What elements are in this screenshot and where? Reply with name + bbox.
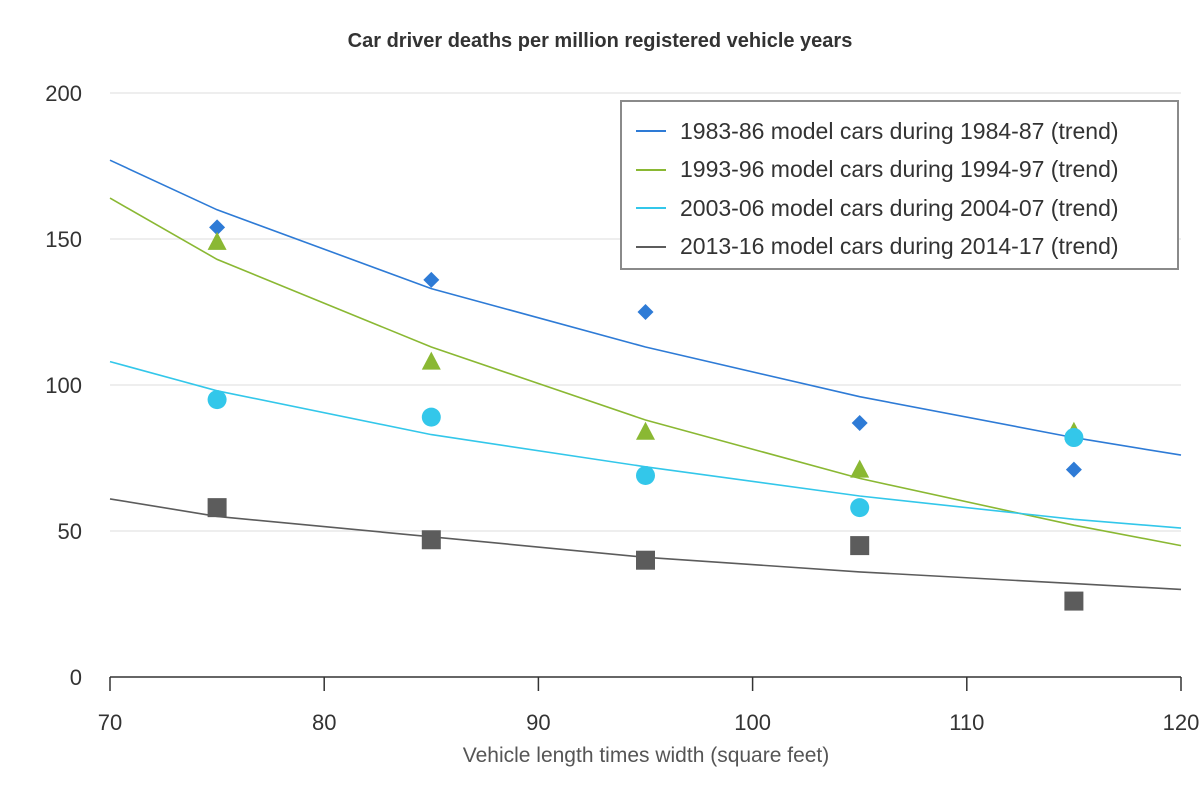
- data-point-series-1-2[interactable]: [636, 421, 655, 440]
- y-tick-label-100: 100: [45, 373, 82, 398]
- data-point-series-0-3[interactable]: [851, 414, 868, 431]
- legend: 1983-86 model cars during 1984-87 (trend…: [620, 100, 1179, 270]
- data-point-series-1-1[interactable]: [421, 351, 441, 370]
- data-point-series-0-2[interactable]: [637, 304, 654, 320]
- x-tick-label-80: 80: [312, 710, 336, 735]
- data-point-series-0-1[interactable]: [423, 271, 440, 288]
- data-point-series-2-0[interactable]: [207, 390, 227, 410]
- legend-item-2013-16[interactable]: 2013-16 model cars during 2014-17 (trend…: [636, 228, 1177, 267]
- data-point-series-2-3[interactable]: [850, 498, 870, 518]
- data-point-series-0-4[interactable]: [1065, 461, 1082, 478]
- y-tick-label-50: 50: [58, 519, 82, 544]
- legend-label: 1993-96 model cars during 1994-97 (trend…: [680, 156, 1119, 183]
- data-point-series-3-3[interactable]: [850, 536, 870, 556]
- legend-swatch-line: [636, 245, 666, 248]
- legend-item-1983-86[interactable]: 1983-86 model cars during 1984-87 (trend…: [636, 112, 1177, 151]
- x-tick-label-120: 120: [1163, 710, 1200, 735]
- x-axis-label: Vehicle length times width (square feet): [462, 744, 830, 767]
- trend-line-series-2: [109, 360, 1182, 529]
- data-point-series-3-4[interactable]: [1064, 591, 1084, 611]
- x-tick-label-110: 110: [949, 710, 984, 735]
- y-tick-label-200: 200: [45, 81, 82, 106]
- axis-layer: 0 50 100 150 200 70 80 90 100 110 120: [45, 81, 1199, 735]
- chart-title: Car driver deaths per million registered…: [347, 30, 853, 52]
- data-point-series-2-1[interactable]: [421, 407, 441, 427]
- y-tick-label-150: 150: [45, 227, 82, 252]
- legend-swatch-line: [636, 168, 666, 171]
- trend-line-series-3: [109, 498, 1182, 591]
- data-point-series-3-1[interactable]: [421, 530, 441, 550]
- marker-layer: [207, 219, 1084, 611]
- legend-label: 2013-16 model cars during 2014-17 (trend…: [680, 233, 1119, 260]
- x-tick-label-90: 90: [526, 710, 550, 735]
- data-point-series-2-2[interactable]: [636, 466, 655, 486]
- data-point-series-2-4[interactable]: [1064, 428, 1084, 448]
- trend-line-series-1: [109, 197, 1182, 547]
- legend-label: 1983-86 model cars during 1984-87 (trend…: [680, 117, 1119, 144]
- data-point-series-3-2[interactable]: [636, 550, 655, 570]
- x-tick-label-70: 70: [98, 710, 122, 735]
- data-point-series-1-0[interactable]: [207, 231, 227, 250]
- legend-swatch-line: [636, 130, 666, 133]
- data-point-series-1-3[interactable]: [850, 459, 870, 478]
- x-tick-label-100: 100: [734, 710, 771, 735]
- y-tick-label-0: 0: [70, 665, 82, 690]
- data-point-series-3-0[interactable]: [207, 498, 227, 518]
- data-point-series-0-0[interactable]: [209, 219, 226, 236]
- legend-label: 2003-06 model cars during 2004-07 (trend…: [680, 194, 1119, 221]
- legend-swatch-line: [636, 207, 666, 210]
- legend-item-2003-06[interactable]: 2003-06 model cars during 2004-07 (trend…: [636, 189, 1177, 228]
- legend-item-1993-96[interactable]: 1993-96 model cars during 1994-97 (trend…: [636, 151, 1177, 190]
